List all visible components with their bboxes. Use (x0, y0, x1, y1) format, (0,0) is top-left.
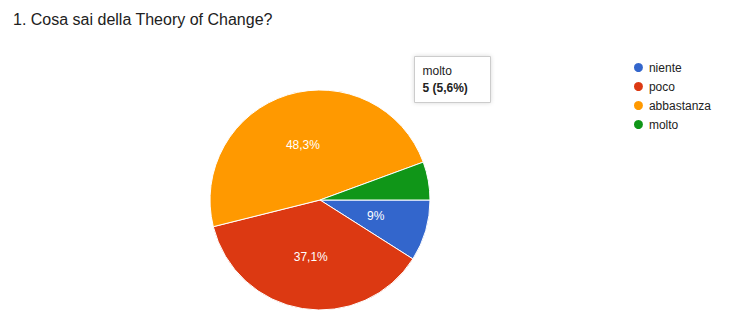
svg-text:48,3%: 48,3% (286, 138, 320, 152)
svg-text:niente: niente (649, 61, 682, 75)
svg-text:molto: molto (423, 64, 453, 78)
svg-text:abbastanza: abbastanza (649, 99, 711, 113)
svg-text:poco: poco (649, 80, 675, 94)
svg-text:9%: 9% (367, 209, 385, 223)
svg-text:1. Cosa sai della Theory of Ch: 1. Cosa sai della Theory of Change? (13, 11, 273, 28)
svg-text:37,1%: 37,1% (294, 250, 328, 264)
svg-text:5 (5,6%): 5 (5,6%) (423, 81, 468, 95)
svg-text:molto: molto (649, 118, 679, 132)
